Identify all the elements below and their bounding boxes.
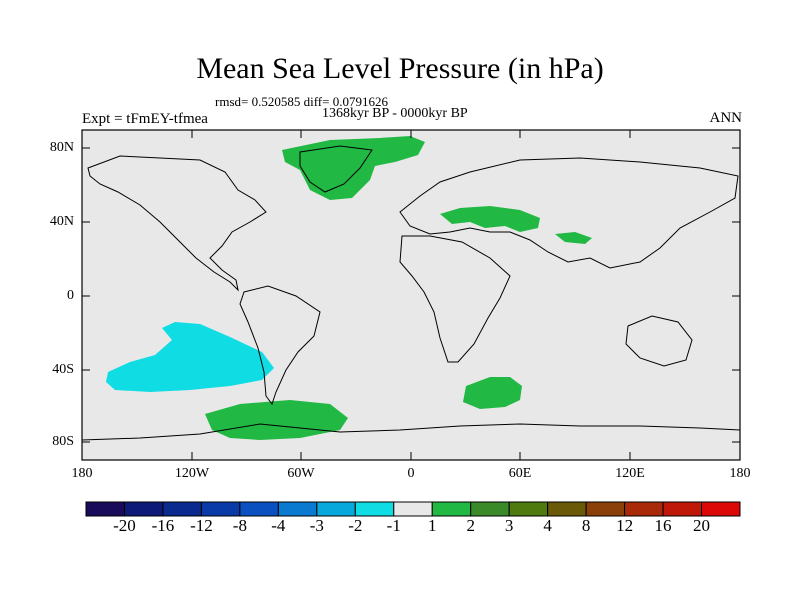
coast-greenland	[299, 145, 373, 193]
colorbar-swatch	[316, 501, 356, 517]
colorbar-label: 8	[581, 516, 591, 535]
coast-south-america	[239, 285, 321, 406]
plot-title: Mean Sea Level Pressure (in hPa)	[196, 52, 604, 85]
colorbar-label: -16	[151, 516, 175, 535]
coast-eurasia	[399, 157, 739, 269]
colorbar-label: 12	[616, 516, 634, 535]
colorbar-swatch	[277, 501, 318, 517]
colorbar-swatch	[200, 501, 241, 517]
colorbar-label: -20	[113, 516, 136, 535]
lat-label-0: 0	[67, 288, 74, 303]
colorbar-label: 2	[466, 516, 475, 535]
coastlines	[81, 145, 741, 441]
colorbar-swatch	[508, 501, 549, 517]
colorbar-swatch	[354, 501, 395, 517]
lon-label-0: 0	[407, 466, 415, 481]
colorbar-swatch	[85, 501, 125, 517]
season-label: ANN	[709, 110, 743, 126]
anomaly-patch-antarctic	[205, 400, 348, 440]
colorbar-label: 20	[693, 516, 711, 535]
lon-label-60e: 60E	[508, 466, 532, 481]
lat-label-80n: 80N	[49, 140, 74, 155]
lat-label-40s: 40S	[52, 362, 74, 377]
colorbar-label: -2	[348, 516, 363, 535]
lon-ticks	[81, 130, 741, 460]
colorbar-swatch	[547, 501, 587, 517]
lon-label-180w: 180	[71, 466, 93, 481]
coast-australia	[625, 315, 693, 367]
colorbar-swatch	[162, 501, 202, 517]
colorbar-label: -3	[309, 516, 324, 535]
period-line: 1368kyr BP - 0000kyr BP	[322, 106, 468, 121]
anomaly-patch-eurasia	[440, 206, 540, 232]
lon-label-180e: 180	[729, 466, 751, 481]
colorbar-swatch	[470, 501, 510, 517]
colorbar-label: 1	[427, 516, 437, 535]
anomaly-patch-central-asia	[555, 232, 592, 244]
colorbar-label: 16	[654, 516, 672, 535]
lat-label-80s: 80S	[52, 434, 74, 449]
colorbar-swatch	[585, 501, 626, 517]
lon-label-120w: 120W	[174, 466, 210, 481]
anomaly-patch-south-indian-ocean	[463, 377, 522, 409]
lat-label-40n: 40N	[49, 214, 74, 229]
lat-ticks	[82, 147, 740, 443]
stats-line: rmsd= 0.520585 diff= 0.0791626	[215, 94, 388, 109]
lon-label-60w: 60W	[287, 466, 315, 481]
anomaly-patch-arctic-atlantic	[282, 136, 425, 200]
colorbar-label: -12	[190, 516, 213, 535]
coast-africa	[399, 235, 511, 363]
colorbar-swatch	[239, 501, 279, 517]
colorbar-swatch	[393, 501, 433, 517]
colorbar-label: -4	[271, 516, 286, 535]
colorbar-label: 3	[504, 516, 514, 535]
colorbar-label: -1	[386, 516, 401, 535]
colorbar-label: -8	[232, 516, 247, 535]
lon-label-120e: 120E	[615, 466, 645, 481]
colorbar-swatch	[431, 501, 472, 517]
colorbar-swatch	[662, 501, 703, 517]
coast-antarctica	[81, 423, 741, 441]
colorbar-swatch	[123, 501, 164, 517]
colorbar-label: 4	[543, 516, 552, 535]
colorbar	[85, 501, 741, 517]
experiment-label: Expt = tFmEY-tfmea	[82, 111, 208, 127]
map-background	[82, 130, 740, 460]
anomaly-patch-south-pacific	[106, 322, 274, 392]
colorbar-swatch	[701, 501, 741, 517]
coast-north-america	[87, 155, 267, 292]
colorbar-swatch	[624, 501, 664, 517]
